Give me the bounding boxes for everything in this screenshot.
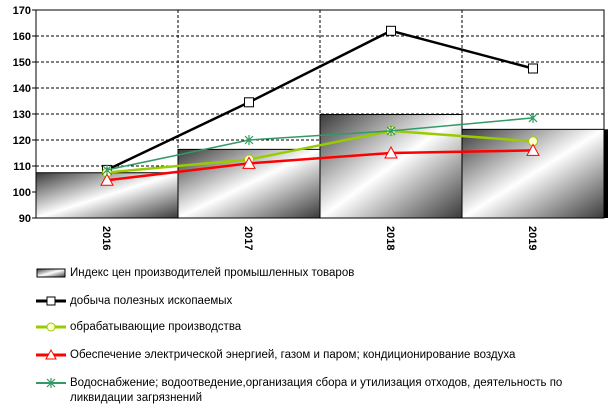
series-line xyxy=(106,149,534,182)
data-point xyxy=(102,164,112,175)
data-point xyxy=(528,112,538,123)
data-point xyxy=(528,63,538,74)
y-tick-label: 170 xyxy=(13,5,31,17)
y-tick-label: 120 xyxy=(13,135,31,147)
data-point xyxy=(526,143,540,156)
data-point xyxy=(386,125,396,136)
data-point xyxy=(244,135,254,145)
legend-label: Водоснабжение; водоотведение,организация… xyxy=(70,377,563,404)
legend-line-swatch xyxy=(36,348,66,360)
data-point xyxy=(386,25,396,36)
x-tick-label: 2017 xyxy=(242,226,254,250)
legend-item-price-index: Индекс цен производителей промышленных т… xyxy=(36,266,600,281)
legend-bar-swatch xyxy=(36,268,66,278)
legend-line-swatch xyxy=(36,378,66,388)
x-tick-label: 2018 xyxy=(384,226,396,250)
legend-label: добыча полезных ископаемых xyxy=(70,295,233,307)
legend-label: Обеспечение электрической энергией, газо… xyxy=(70,349,516,361)
data-point xyxy=(244,97,254,108)
series-lines xyxy=(100,25,540,186)
y-tick-label: 130 xyxy=(13,109,31,121)
data-point xyxy=(100,173,114,186)
x-tick-label: 2016 xyxy=(100,226,112,250)
series-line xyxy=(106,129,534,174)
legend-item-manufacturing: обрабатывающие производства xyxy=(36,320,600,335)
legend-item-water: Водоснабжение; водоотведение,организация… xyxy=(36,376,600,406)
legend-label: Индекс цен производителей промышленных т… xyxy=(70,267,355,279)
tick-labels: 90 100 110 120 130 140 150 160 170 2016 2017 2018 20… xyxy=(13,5,538,250)
series-line xyxy=(106,117,534,171)
bar-edge xyxy=(604,129,608,218)
y-tick-label: 90 xyxy=(19,213,31,225)
chart-area: 90 100 110 120 130 140 150 160 170 2016 2017 2018 20… xyxy=(13,5,608,250)
data-point xyxy=(384,145,398,159)
y-tick-label: 100 xyxy=(13,187,31,199)
x-tick-label: 2019 xyxy=(526,226,538,250)
legend-label: обрабатывающие производства xyxy=(70,321,242,333)
legend-line-swatch xyxy=(36,322,66,332)
y-tick-label: 150 xyxy=(13,57,31,69)
y-tick-label: 140 xyxy=(13,83,31,95)
y-tick-label: 160 xyxy=(13,31,31,43)
legend-item-mining: добыча полезных ископаемых xyxy=(36,294,600,309)
data-point xyxy=(242,156,256,169)
legend-line-swatch xyxy=(36,296,66,306)
series-line xyxy=(106,29,534,172)
legend-item-electricity: Обеспечение электрической энергией, газо… xyxy=(36,348,600,363)
y-tick-label: 110 xyxy=(13,161,31,173)
axes xyxy=(32,9,605,219)
